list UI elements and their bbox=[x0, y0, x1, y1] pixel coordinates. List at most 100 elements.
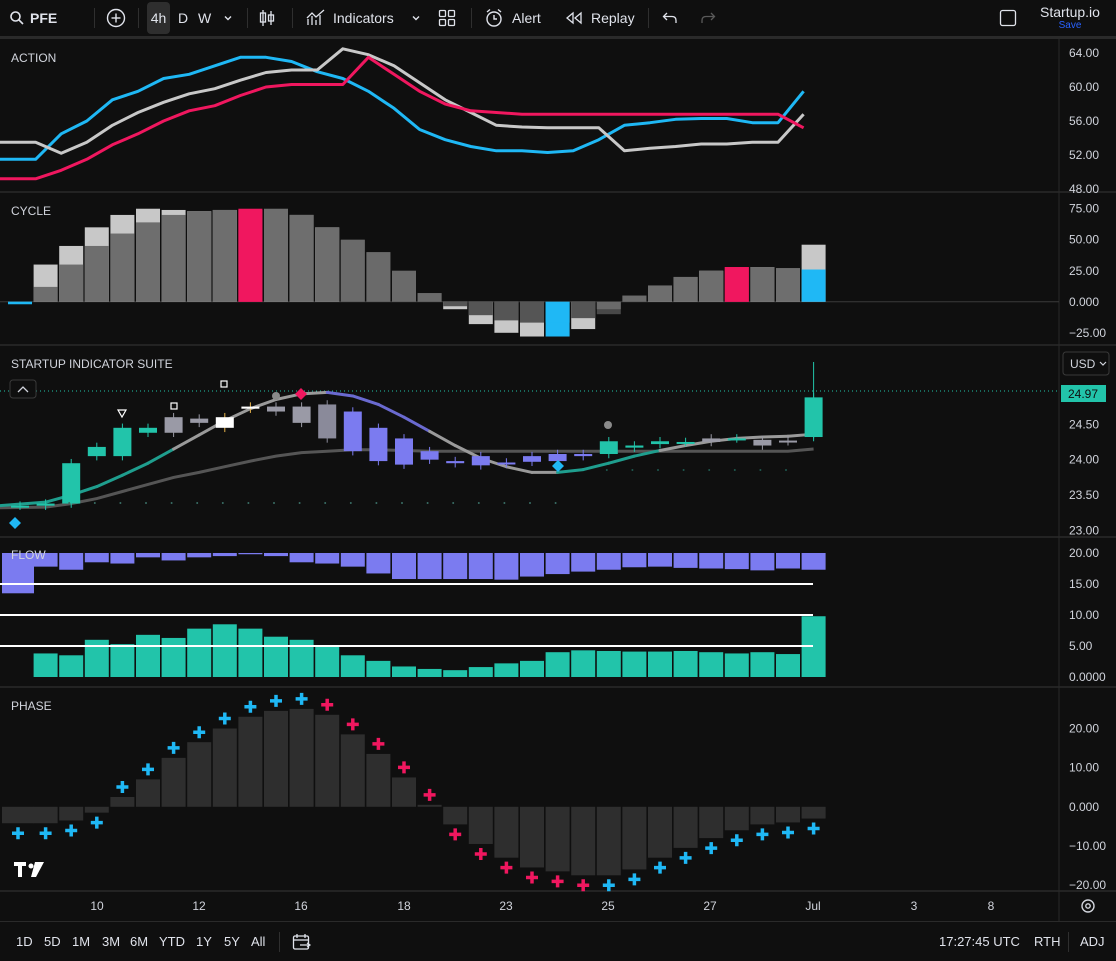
flow-bar-upper bbox=[545, 553, 570, 575]
phase-bar bbox=[571, 806, 596, 876]
range-5d[interactable]: 5D bbox=[44, 934, 61, 949]
range-all[interactable]: All bbox=[251, 934, 266, 949]
indicators-dropdown[interactable] bbox=[411, 0, 421, 36]
price-axis-tick: −20.00 bbox=[1069, 878, 1106, 892]
phase-bar bbox=[622, 806, 647, 870]
fast-moving-average bbox=[376, 402, 406, 419]
cycle-bar-inner bbox=[622, 295, 647, 302]
range-5y[interactable]: 5Y bbox=[224, 934, 240, 949]
range-1m[interactable]: 1M bbox=[72, 934, 91, 949]
clock-button[interactable]: 17:27:45 UTC bbox=[939, 922, 1020, 961]
flow-bar-lower bbox=[520, 660, 544, 677]
interval-d[interactable]: D bbox=[178, 0, 188, 36]
phase-bar bbox=[33, 806, 58, 824]
candle-body bbox=[523, 456, 541, 462]
fast-moving-average bbox=[172, 433, 201, 451]
support-dot bbox=[145, 502, 147, 504]
layout-toggle[interactable] bbox=[999, 0, 1017, 36]
circle-marker bbox=[272, 392, 280, 400]
price-axis-tick: 52.00 bbox=[1069, 148, 1099, 162]
candle-body bbox=[574, 454, 593, 457]
replay-label: Replay bbox=[591, 10, 635, 26]
divider bbox=[247, 8, 248, 28]
replay-button[interactable]: Replay bbox=[565, 0, 635, 36]
compare-button[interactable] bbox=[106, 0, 126, 36]
flow-bar-upper bbox=[801, 553, 826, 570]
range-6m[interactable]: 6M bbox=[130, 934, 149, 949]
candle-body bbox=[497, 462, 516, 465]
time-axis-tick: 8 bbox=[988, 899, 995, 913]
symbol-search[interactable]: PFE bbox=[10, 0, 57, 36]
candle-body bbox=[369, 427, 388, 462]
chart-type-button[interactable] bbox=[258, 0, 276, 36]
cycle-bar-inner bbox=[699, 270, 724, 302]
alert-button[interactable]: Alert bbox=[484, 0, 541, 36]
currency-select[interactable]: USD bbox=[1062, 351, 1110, 376]
candle-body bbox=[727, 438, 746, 441]
support-dot bbox=[452, 502, 455, 504]
search-icon bbox=[10, 11, 24, 25]
cycle-bar-inner bbox=[648, 285, 672, 302]
phase-bar bbox=[545, 806, 570, 872]
date-range-button[interactable] bbox=[292, 922, 312, 961]
candle-body bbox=[471, 456, 490, 466]
last-price-label: 24.97 bbox=[1068, 387, 1098, 401]
support-dot bbox=[324, 502, 327, 504]
candle-body bbox=[292, 406, 311, 423]
interval-w[interactable]: W bbox=[198, 0, 211, 36]
candle-body bbox=[548, 454, 567, 462]
redo-button[interactable] bbox=[700, 0, 716, 36]
chart-canvas[interactable]: 64.00 60.00 56.00 52.00 48.00 75.00 50.00 25.00… bbox=[0, 39, 1116, 921]
price-axis-tick: −25.00 bbox=[1069, 326, 1106, 340]
action-pane bbox=[0, 47, 805, 181]
support-dot bbox=[426, 502, 429, 504]
layouts-button[interactable] bbox=[438, 0, 456, 36]
settings-gear-icon[interactable] bbox=[1081, 899, 1095, 913]
range-1d[interactable]: 1D bbox=[16, 934, 33, 949]
interval-4h[interactable]: 4h bbox=[147, 2, 170, 34]
phase-cross-marker bbox=[12, 827, 24, 840]
price-axis-tick: 0.000 bbox=[1069, 295, 1099, 309]
phase-cross-marker bbox=[782, 826, 794, 839]
range-ytd[interactable]: YTD bbox=[159, 934, 185, 949]
flow-bar-lower bbox=[161, 637, 186, 677]
interval-dropdown[interactable] bbox=[223, 0, 233, 36]
flow-bar-lower bbox=[238, 628, 263, 677]
phase-bar bbox=[673, 806, 698, 848]
flow-bar-upper bbox=[289, 553, 314, 563]
flow-bar-lower bbox=[33, 653, 58, 677]
collapse-button[interactable] bbox=[9, 379, 37, 399]
phase-cross-marker bbox=[270, 694, 282, 707]
range-1y[interactable]: 1Y bbox=[196, 934, 212, 949]
candle-body bbox=[395, 438, 413, 465]
phase-cross-marker bbox=[628, 873, 641, 886]
layout-save[interactable]: Startup.io Save bbox=[1030, 0, 1110, 36]
support-dot bbox=[605, 469, 608, 471]
flow-bar-lower bbox=[315, 646, 340, 677]
undo-button[interactable] bbox=[662, 0, 678, 36]
time-axis-tick: 18 bbox=[397, 899, 411, 913]
time-axis-tick: 10 bbox=[90, 899, 104, 913]
cycle-bar-inner bbox=[724, 267, 749, 302]
cycle-bar-inner bbox=[136, 222, 160, 302]
cycle-bar-inner bbox=[238, 208, 263, 302]
adj-button[interactable]: ADJ bbox=[1080, 922, 1105, 961]
top-toolbar: PFE 4h D W Indicators Alert Replay bbox=[0, 0, 1116, 39]
flow-bar-lower bbox=[264, 636, 288, 677]
calendar-icon bbox=[292, 933, 312, 950]
support-dot bbox=[682, 469, 685, 471]
phase-pane bbox=[2, 692, 826, 892]
session-button[interactable]: RTH bbox=[1034, 922, 1060, 961]
indicators-button[interactable]: Indicators bbox=[306, 0, 394, 36]
fast-moving-average bbox=[556, 468, 585, 474]
phase-bar bbox=[110, 797, 135, 807]
cycle-bar-inner bbox=[110, 233, 135, 302]
range-3m[interactable]: 3M bbox=[102, 934, 121, 949]
support-dot bbox=[247, 502, 250, 504]
support-dot bbox=[785, 469, 787, 471]
chart-area[interactable]: 64.00 60.00 56.00 52.00 48.00 75.00 50.00 25.00… bbox=[0, 39, 1116, 921]
cycle-bar-inner bbox=[750, 267, 775, 302]
phase-bar bbox=[2, 806, 34, 824]
flow-bar-upper bbox=[571, 553, 596, 572]
price-axis-tick: 64.00 bbox=[1069, 46, 1099, 60]
